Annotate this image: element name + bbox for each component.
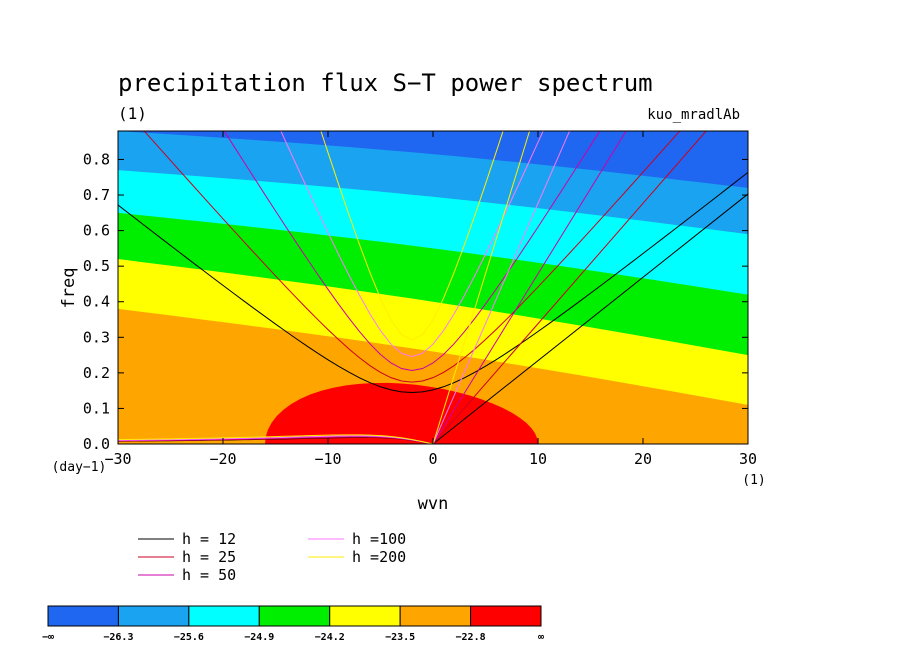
kelvin-h12 xyxy=(432,193,748,444)
rossby-h200 xyxy=(118,434,434,444)
colorbar-label-1: −26.3 xyxy=(103,632,133,643)
kelvin-h50 xyxy=(432,131,627,444)
x-tick-label: −30 xyxy=(104,450,131,468)
y-tick-label: 0.3 xyxy=(83,328,110,346)
ig-wave-h25 xyxy=(143,131,681,383)
plot-area xyxy=(118,131,748,444)
colorbar-swatch-6 xyxy=(470,605,542,627)
legend-label-0: h = 12 xyxy=(182,530,236,548)
colorbar-swatch-1 xyxy=(117,605,190,627)
x-tick-label: 20 xyxy=(634,450,652,468)
y-tick-label: 0.8 xyxy=(83,150,110,168)
colorbar-swatch-3 xyxy=(258,605,331,627)
colorbar-label-5: −23.5 xyxy=(385,632,415,643)
band-5 xyxy=(118,308,748,444)
chart-title: precipitation flux S−T power spectrum xyxy=(118,69,653,97)
y-axis: 0.0 0.1 0.2 0.3 0.4 0.5 0.6 0.7 0.8 xyxy=(83,150,748,453)
ig-wave-h100 xyxy=(280,131,544,358)
colorbar-label-4: −24.2 xyxy=(315,632,345,643)
y-tick-label: 0.1 xyxy=(83,399,110,417)
legend-label-4: h =200 xyxy=(352,548,406,566)
y-tick-label: 0.5 xyxy=(83,257,110,275)
y-tick-label: 0.4 xyxy=(83,293,110,311)
y-tick-label: 0.0 xyxy=(83,435,110,453)
colorbar-swatch-4 xyxy=(329,605,401,627)
x-tick-label: −10 xyxy=(314,450,341,468)
rossby-h100 xyxy=(118,435,434,444)
y-tick-label: 0.7 xyxy=(83,186,110,204)
colorbar: −∞ −26.3 −25.6 −24.9 −24.2 −23.5 −22.8 ∞ xyxy=(42,605,544,643)
x-axis: −30 −20 −10 0 10 20 30 xyxy=(104,131,757,468)
legend-label-2: h = 50 xyxy=(182,566,236,584)
rossby-h50 xyxy=(118,436,434,444)
y-axis-label: freq xyxy=(59,268,79,309)
ig-wave-h12 xyxy=(118,171,748,394)
y-tick-label: 0.2 xyxy=(83,364,110,382)
y-tick-label: 0.6 xyxy=(83,222,110,240)
legend-label-1: h = 25 xyxy=(182,548,236,566)
kelvin-h25 xyxy=(432,131,707,444)
x-tick-label: 10 xyxy=(529,450,547,468)
chart-subtitle-left: (1) xyxy=(118,104,147,123)
band-max xyxy=(265,382,538,444)
colorbar-swatch-0 xyxy=(47,605,119,627)
colorbar-label-7: ∞ xyxy=(538,632,544,643)
kelvin-h200 xyxy=(432,131,531,444)
chart-subtitle-right: kuo_mradlAb xyxy=(647,107,740,123)
colorbar-label-6: −22.8 xyxy=(456,632,486,643)
colorbar-label-3: −24.9 xyxy=(244,632,274,643)
colorbar-swatch-5 xyxy=(399,605,472,627)
colorbar-label-0: −∞ xyxy=(42,632,54,643)
ig-wave-h50 xyxy=(223,131,601,371)
x-tick-label: −20 xyxy=(209,450,236,468)
x-axis-unit: (1) xyxy=(742,473,765,488)
colorbar-label-2: −25.6 xyxy=(174,632,204,643)
y-axis-unit: (day−1) xyxy=(52,460,107,475)
x-tick-label: 30 xyxy=(739,450,757,468)
x-axis-label: wvn xyxy=(418,494,449,514)
ig-wave-h200 xyxy=(320,131,504,341)
kelvin-h100 xyxy=(432,131,571,444)
colorbar-swatch-2 xyxy=(188,605,260,627)
x-tick-label: 0 xyxy=(428,450,437,468)
legend-label-3: h =100 xyxy=(352,530,406,548)
